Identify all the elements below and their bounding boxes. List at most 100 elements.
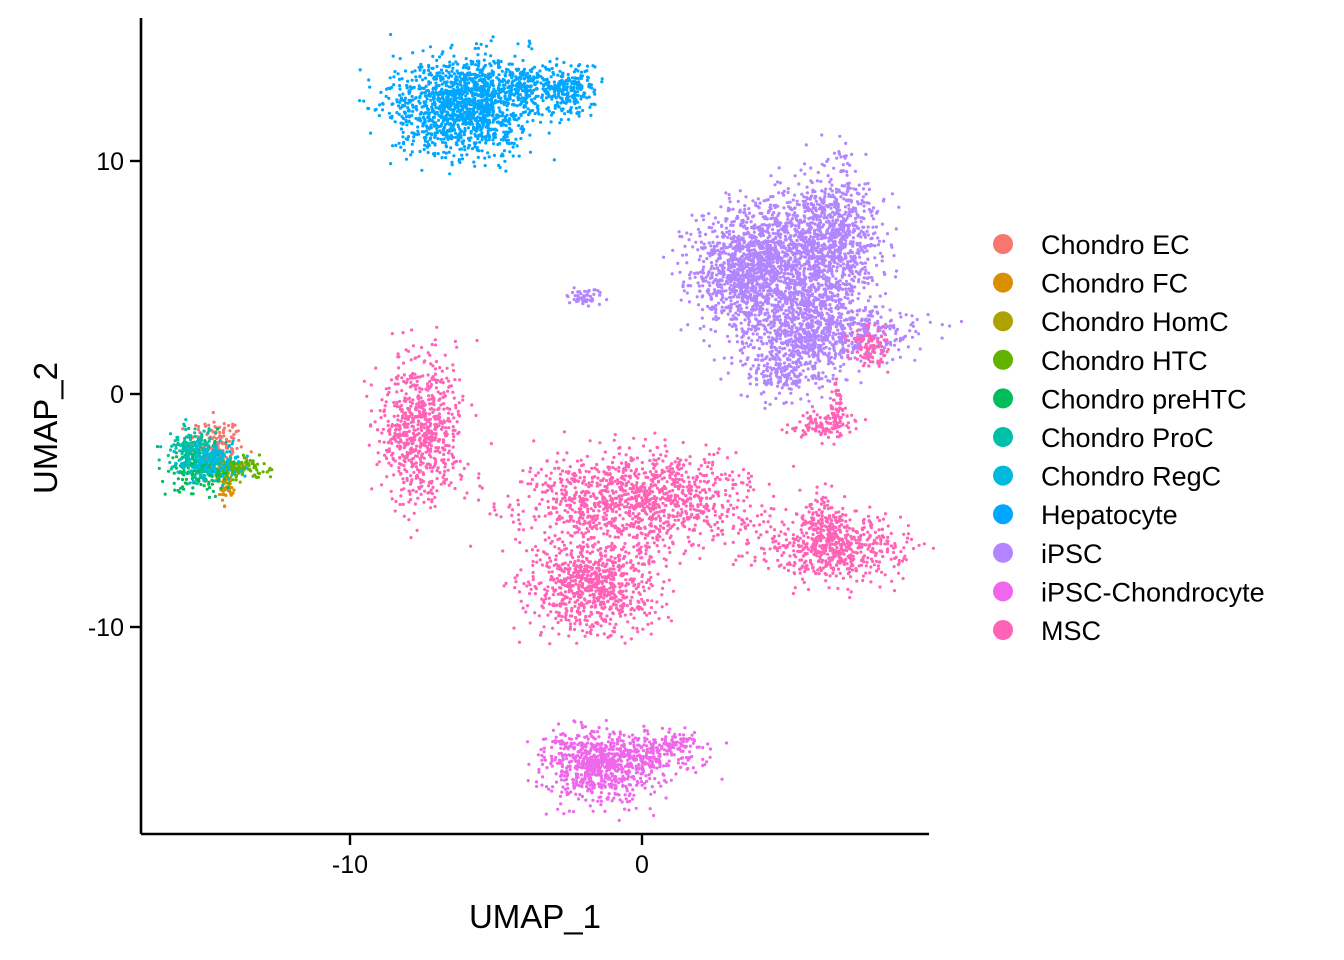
data-point (714, 315, 718, 319)
data-point (188, 457, 192, 461)
data-point (190, 445, 194, 449)
data-point (168, 460, 172, 465)
data-point (439, 68, 444, 72)
data-point (418, 149, 422, 154)
data-point (418, 95, 422, 100)
data-point (218, 468, 222, 472)
data-point (776, 204, 780, 208)
data-point (456, 62, 460, 66)
data-point (367, 78, 371, 82)
data-point (452, 154, 456, 158)
data-point (700, 316, 704, 320)
data-point (392, 75, 396, 79)
points-layer (155, 32, 964, 823)
data-point (856, 248, 860, 252)
data-point (800, 192, 804, 196)
data-point (486, 126, 490, 130)
data-point (470, 107, 475, 111)
data-point (555, 100, 559, 104)
data-point (251, 459, 255, 463)
data-point (753, 277, 758, 281)
data-point (828, 187, 833, 191)
data-point (474, 63, 478, 67)
data-point (503, 159, 507, 163)
data-point (184, 435, 188, 439)
data-point (562, 60, 566, 65)
data-point (803, 275, 808, 279)
data-point (226, 486, 230, 490)
data-point (530, 47, 534, 51)
data-point (205, 454, 209, 458)
data-point (859, 216, 863, 220)
data-point (204, 450, 209, 454)
data-point (846, 226, 851, 230)
data-point (724, 251, 728, 255)
data-point (757, 228, 761, 232)
data-point (571, 95, 575, 99)
data-point (802, 195, 806, 199)
data-point (176, 438, 180, 442)
data-point (210, 482, 214, 486)
data-point (803, 172, 807, 176)
data-point (255, 468, 259, 472)
data-point (723, 282, 727, 286)
data-point (745, 226, 749, 230)
data-point (819, 220, 823, 224)
data-point (450, 160, 454, 164)
data-point (866, 233, 870, 237)
data-point (485, 92, 490, 96)
data-point (559, 118, 563, 122)
data-point (424, 136, 428, 140)
data-point (548, 59, 552, 64)
data-point (810, 226, 814, 230)
data-point (847, 207, 851, 211)
data-point (441, 116, 445, 120)
data-point (184, 418, 188, 422)
data-point (196, 428, 201, 432)
data-point (472, 82, 476, 86)
data-point (432, 110, 436, 114)
data-point (844, 141, 848, 145)
data-point (737, 284, 741, 288)
data-point (451, 62, 455, 66)
data-point (421, 78, 425, 82)
data-point (489, 82, 493, 86)
data-point (230, 442, 234, 446)
data-point (221, 483, 225, 487)
data-point (511, 154, 515, 158)
data-point (499, 96, 503, 100)
data-point (172, 449, 176, 453)
data-point (480, 77, 484, 81)
data-point (731, 207, 735, 211)
data-point (501, 77, 505, 81)
data-point (696, 303, 701, 307)
data-point (177, 458, 181, 462)
data-point (362, 99, 366, 103)
data-point (855, 241, 859, 245)
data-point (426, 107, 430, 111)
data-point (682, 289, 686, 293)
data-point (444, 151, 448, 155)
data-point (377, 114, 381, 118)
data-point (775, 276, 779, 280)
data-point (208, 485, 212, 490)
data-point (410, 94, 414, 99)
data-point (713, 288, 717, 292)
data-point (867, 187, 872, 191)
data-point (558, 87, 562, 91)
data-point (175, 435, 179, 439)
data-point (182, 441, 186, 445)
data-point (517, 154, 521, 158)
data-point (222, 434, 226, 438)
data-point (438, 74, 442, 78)
data-point (824, 187, 828, 191)
data-point (519, 136, 523, 141)
data-point (209, 468, 213, 472)
data-point (847, 214, 852, 218)
data-point (199, 470, 203, 474)
data-point (812, 203, 816, 207)
data-point (447, 71, 451, 75)
data-point (701, 271, 705, 275)
data-point (459, 104, 463, 108)
